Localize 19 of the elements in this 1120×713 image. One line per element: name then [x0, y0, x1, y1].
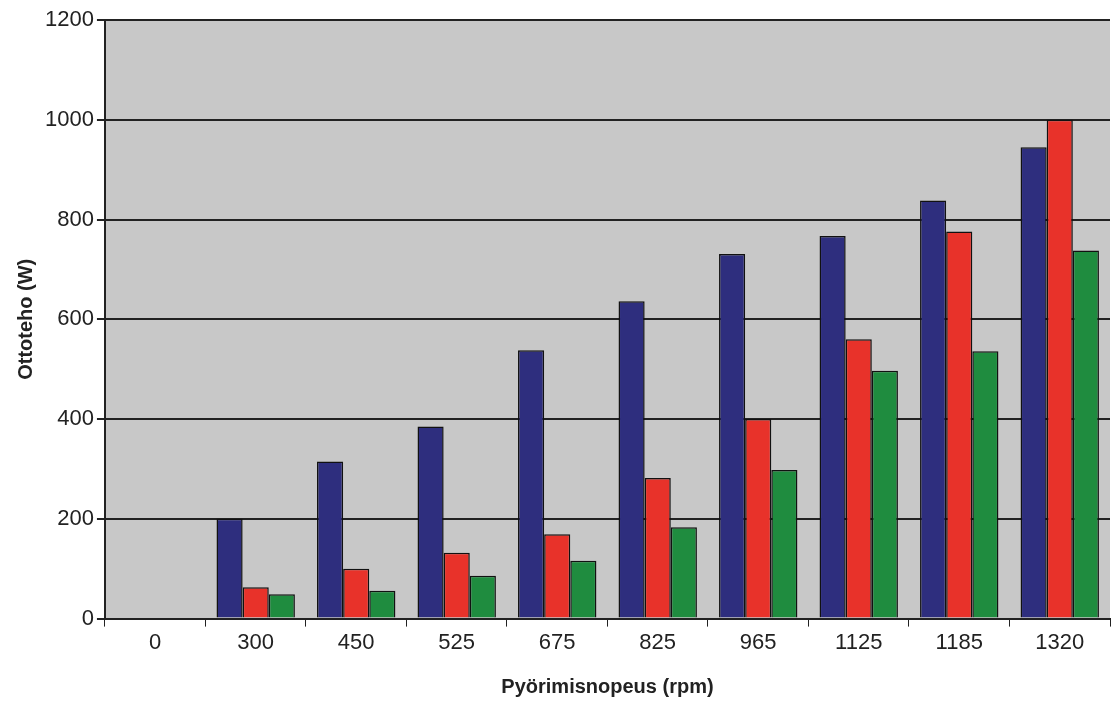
x-tick-label: 965	[739, 628, 777, 654]
y-tick-label: 600	[57, 305, 94, 331]
x-tick-label: 300	[237, 628, 275, 654]
x-tick-label: 825	[639, 628, 677, 654]
x-tick-label: 1125	[835, 628, 883, 654]
x-tick-label: 450	[337, 628, 375, 654]
y-tick-label: 1000	[44, 105, 94, 131]
y-tick-label: 0	[81, 604, 94, 630]
x-tick-label: 1320	[1035, 628, 1085, 654]
x-axis-title: Pyörimisnopeus (rpm)	[501, 674, 714, 697]
y-tick-label: 200	[57, 504, 94, 530]
y-axis-title: Ottoteho (W)	[13, 258, 36, 380]
x-tick-label: 525	[438, 628, 476, 654]
x-tick-label: 1185	[935, 628, 983, 654]
x-tick-label: 675	[538, 628, 576, 654]
y-tick-label: 1200	[44, 6, 94, 32]
y-tick-label: 800	[57, 205, 94, 231]
y-tick-label: 400	[57, 405, 94, 431]
x-tick-label: 0	[149, 628, 162, 654]
